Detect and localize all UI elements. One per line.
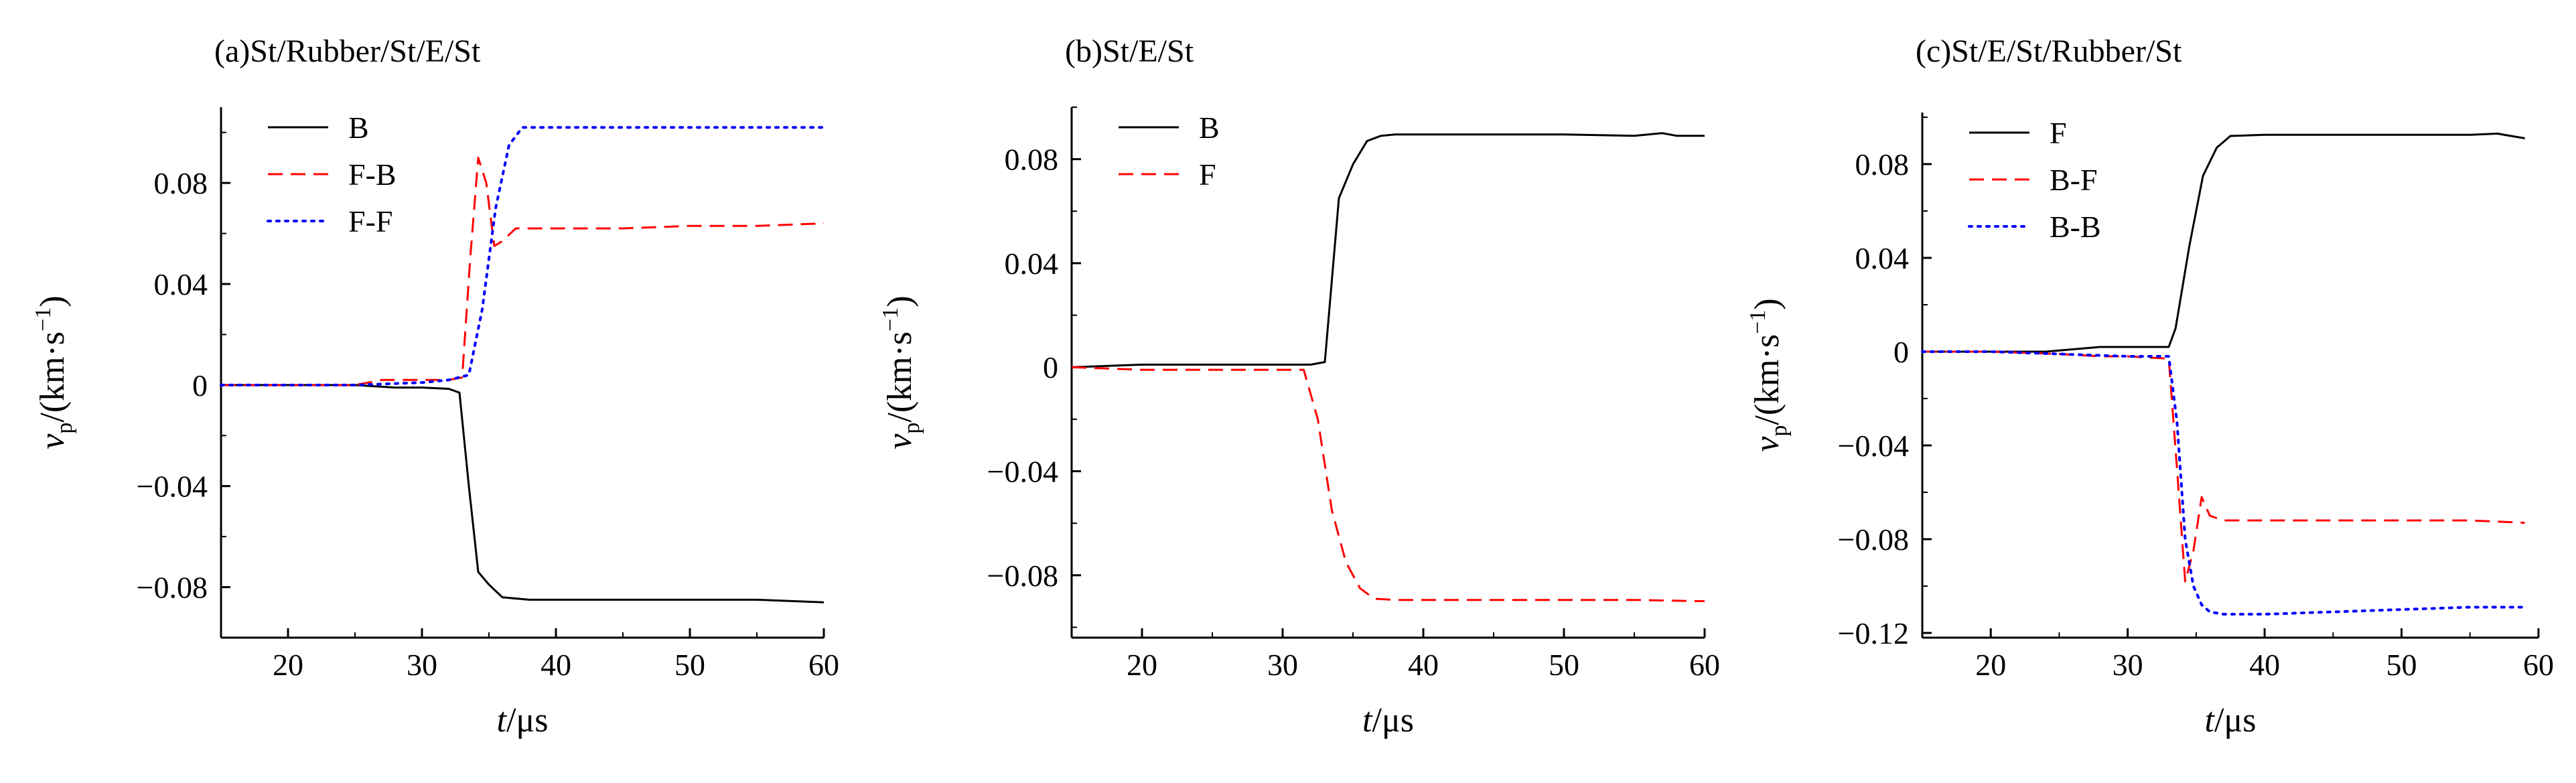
- series-line-b: [1071, 132, 1705, 368]
- panel-1: (a)St/Rubber/St/E/St 20 30 40 50 60 0.08 0.04 0 −…: [31, 33, 839, 739]
- series-line-f: [1071, 366, 1705, 603]
- x-tick-label: 50: [674, 648, 705, 682]
- y-tick-label: 0: [1043, 350, 1058, 384]
- legend-label: B: [348, 111, 369, 145]
- x-tick-label: 20: [1127, 648, 1157, 682]
- y-tick-label: 0.08: [1855, 147, 1910, 182]
- legend-label: B-F: [2050, 163, 2098, 197]
- x-tick-label: 30: [407, 648, 437, 682]
- y-tick-label: 0.08: [154, 166, 208, 200]
- legend-label: B: [1199, 111, 1220, 145]
- panel-title: (c)St/E/St/Rubber/St: [1916, 33, 2182, 69]
- panel-3: (c)St/E/St/Rubber/St 20 30 40 50 60 0.08 0.04 0 −…: [1745, 33, 2554, 739]
- legend-label: F-B: [348, 157, 397, 192]
- y-tick-label: 0.04: [154, 267, 208, 301]
- x-tick-label: 20: [273, 648, 303, 682]
- panel-2: (b)St/E/St 20 30 40 50 60 0.08 0.04 0 −0.04 −0.08 t…: [878, 33, 1720, 739]
- x-tick-label: 60: [1689, 648, 1720, 682]
- y-tick-label: 0.04: [1855, 241, 1910, 275]
- y-axis-label: vp/(km·s−1): [878, 295, 924, 449]
- y-tick-label: 0.04: [1005, 246, 1059, 281]
- legend-label: F-F: [348, 204, 392, 238]
- series-line-f: [1922, 133, 2525, 353]
- y-tick-label: 0: [192, 368, 208, 403]
- y-tick-label: −0.12: [1838, 616, 1909, 650]
- x-axis-label: t/μs: [496, 701, 548, 739]
- x-tick-label: 50: [2386, 648, 2417, 682]
- x-tick-label: 30: [1267, 648, 1298, 682]
- series-line-b: [221, 384, 825, 603]
- y-tick-label: 0: [1893, 335, 1909, 369]
- x-tick-label: 40: [1408, 648, 1439, 682]
- y-tick-label: −0.04: [1838, 429, 1909, 463]
- y-tick-label: −0.08: [1838, 522, 1909, 557]
- series-line-b-f: [1922, 350, 2525, 583]
- x-tick-label: 50: [1549, 648, 1579, 682]
- panel-title: (b)St/E/St: [1065, 33, 1194, 69]
- x-tick-label: 40: [541, 648, 571, 682]
- legend-label: F: [2050, 116, 2067, 150]
- legend-label: B-B: [2050, 210, 2101, 244]
- y-axis-label: vp/(km·s−1): [31, 295, 77, 449]
- y-tick-label: −0.08: [137, 571, 208, 605]
- y-tick-label: −0.04: [137, 470, 208, 504]
- y-tick-label: −0.04: [987, 455, 1058, 489]
- x-tick-label: 60: [2523, 648, 2554, 682]
- y-axis-label: vp/(km·s−1): [1745, 298, 1792, 451]
- series-line-f-f: [220, 126, 825, 386]
- series-line-f-b: [221, 156, 825, 386]
- panel-title: (a)St/Rubber/St/E/St: [214, 33, 481, 69]
- x-tick-label: 60: [808, 648, 839, 682]
- x-tick-label: 30: [2113, 648, 2143, 682]
- legend-label: F: [1199, 157, 1216, 192]
- y-tick-label: 0.08: [1005, 143, 1059, 177]
- x-axis-label: t/μs: [2204, 701, 2256, 739]
- x-tick-label: 40: [2249, 648, 2280, 682]
- x-tick-label: 20: [1975, 648, 2006, 682]
- y-tick-label: −0.08: [987, 559, 1058, 593]
- series-line-b-b: [1921, 350, 2526, 616]
- x-axis-label: t/μs: [1362, 701, 1414, 739]
